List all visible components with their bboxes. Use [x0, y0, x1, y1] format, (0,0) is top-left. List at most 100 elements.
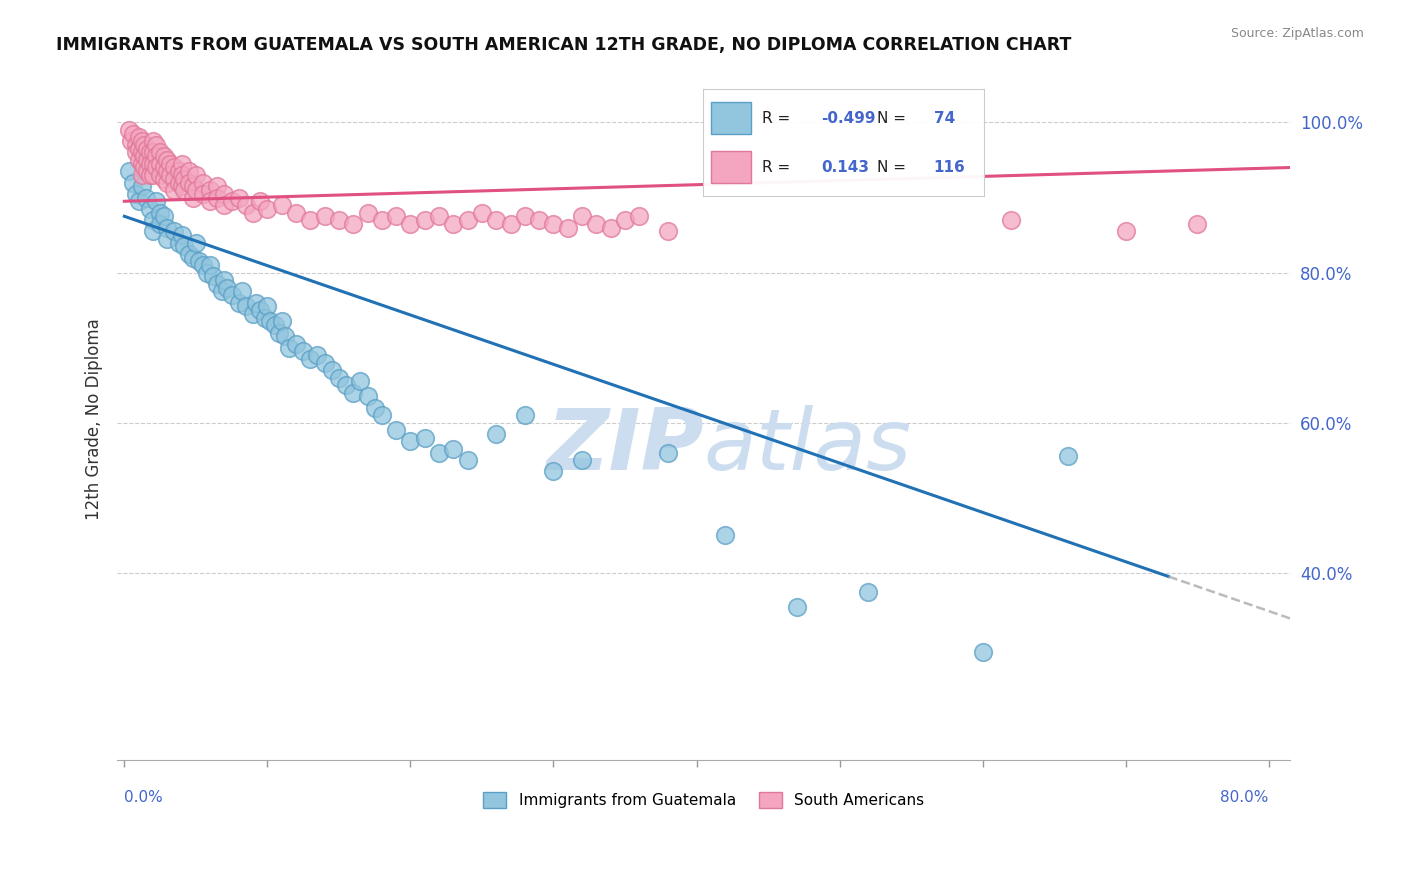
Text: 74: 74 — [934, 111, 955, 126]
Point — [259, 314, 281, 328]
Point — [614, 213, 637, 227]
Point — [856, 584, 879, 599]
Point — [657, 224, 679, 238]
Point — [485, 426, 508, 441]
Point — [385, 423, 408, 437]
Point — [128, 142, 150, 156]
Point — [231, 285, 253, 299]
Point — [399, 434, 422, 449]
Point — [128, 194, 150, 209]
Point — [314, 209, 336, 223]
Point — [156, 220, 179, 235]
Point — [356, 389, 378, 403]
Point — [142, 213, 165, 227]
Point — [221, 194, 243, 209]
Point — [342, 217, 364, 231]
Point — [131, 168, 153, 182]
Point — [242, 307, 264, 321]
Point — [356, 205, 378, 219]
Point — [299, 213, 322, 227]
Point — [307, 348, 329, 362]
Point — [214, 186, 236, 201]
Point — [207, 190, 229, 204]
Point — [1185, 217, 1208, 231]
Point — [139, 202, 162, 216]
Point — [256, 299, 278, 313]
Point — [207, 277, 229, 291]
Text: 0.0%: 0.0% — [124, 790, 163, 805]
Point — [399, 217, 422, 231]
Point — [163, 161, 186, 175]
Point — [145, 194, 167, 209]
Text: IMMIGRANTS FROM GUATEMALA VS SOUTH AMERICAN 12TH GRADE, NO DIPLOMA CORRELATION C: IMMIGRANTS FROM GUATEMALA VS SOUTH AMERI… — [56, 36, 1071, 54]
Point — [153, 161, 176, 175]
Point — [156, 153, 179, 167]
Point — [128, 153, 150, 167]
Point — [122, 176, 145, 190]
Point — [163, 183, 186, 197]
Point — [184, 235, 207, 250]
Point — [184, 183, 207, 197]
Point — [170, 228, 193, 243]
Point — [131, 179, 153, 194]
Point — [471, 205, 494, 219]
Text: N =: N = — [877, 160, 911, 175]
Point — [245, 295, 267, 310]
Point — [371, 408, 394, 422]
Point — [267, 326, 290, 340]
Point — [273, 329, 295, 343]
Point — [557, 220, 579, 235]
Point — [184, 168, 207, 182]
Point — [543, 465, 565, 479]
Point — [163, 171, 186, 186]
Point — [335, 378, 357, 392]
Point — [134, 138, 156, 153]
Point — [131, 145, 153, 160]
Text: Source: ZipAtlas.com: Source: ZipAtlas.com — [1230, 27, 1364, 40]
Point — [167, 164, 190, 178]
Point — [256, 202, 278, 216]
Point — [786, 599, 808, 614]
Point — [1000, 213, 1022, 227]
Point — [149, 217, 172, 231]
Point — [427, 209, 450, 223]
Point — [198, 194, 221, 209]
Point — [207, 179, 229, 194]
Point — [159, 168, 181, 182]
Point — [173, 171, 195, 186]
Point — [131, 134, 153, 148]
Point — [170, 168, 193, 182]
Point — [177, 247, 200, 261]
Point — [170, 179, 193, 194]
Point — [136, 142, 159, 156]
Point — [292, 344, 315, 359]
Point — [135, 190, 157, 204]
Point — [513, 209, 536, 223]
Point — [153, 149, 176, 163]
Point — [349, 375, 371, 389]
Point — [1057, 450, 1080, 464]
Point — [211, 285, 233, 299]
Point — [195, 266, 218, 280]
Point — [285, 205, 308, 219]
Point — [163, 224, 186, 238]
Point — [139, 157, 162, 171]
Point — [214, 273, 236, 287]
Point — [191, 176, 214, 190]
Point — [153, 171, 176, 186]
Point — [181, 179, 204, 194]
Point — [342, 385, 364, 400]
Point — [972, 644, 994, 658]
Point — [117, 123, 139, 137]
Point — [371, 213, 394, 227]
Point — [145, 161, 167, 175]
Point — [270, 198, 292, 212]
Point — [173, 183, 195, 197]
Point — [543, 217, 565, 231]
Point — [134, 161, 156, 175]
Point — [134, 149, 156, 163]
Point — [235, 198, 257, 212]
Text: 80.0%: 80.0% — [1220, 790, 1268, 805]
Point — [214, 198, 236, 212]
Point — [249, 194, 271, 209]
